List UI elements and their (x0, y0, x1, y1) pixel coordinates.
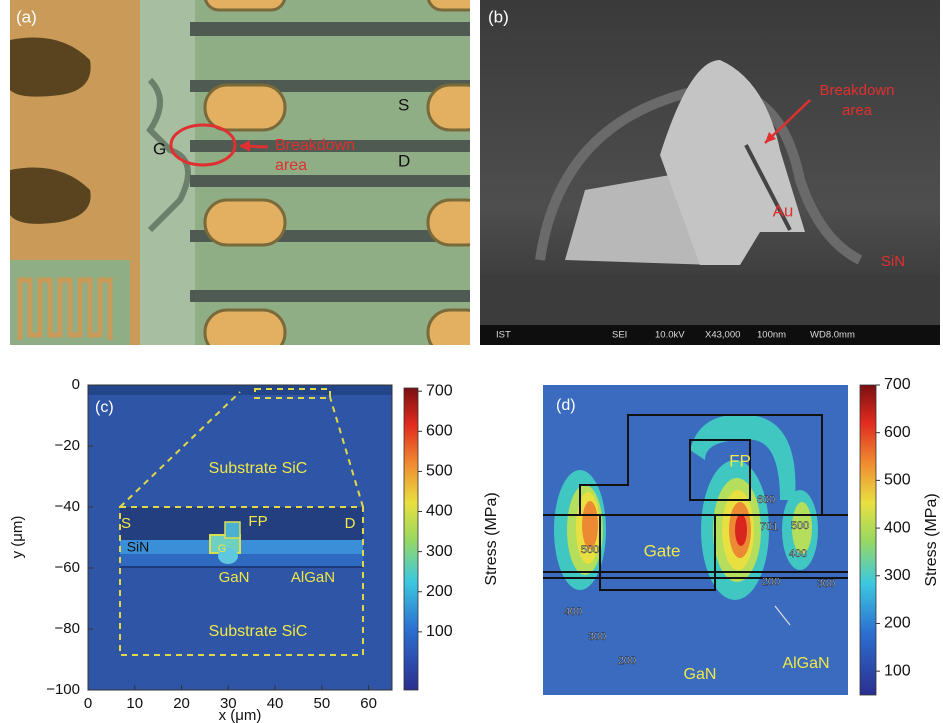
panel-label: (d) (556, 397, 576, 414)
y-axis-label: y (μm) (9, 516, 26, 559)
colorbar-tick-label: 500 (884, 472, 911, 489)
region-label: AlGaN (782, 655, 829, 672)
contour-label: 400 (789, 548, 807, 560)
colorbar-c (404, 388, 418, 690)
sem-footer: 10.0kV (655, 330, 685, 341)
gate-label: G (153, 139, 166, 158)
contour-label: 300 (588, 631, 606, 643)
y-tick-label: 0 (72, 376, 80, 393)
colorbar-tick-label: 200 (426, 583, 453, 600)
region-label: Substrate SiC (209, 623, 308, 640)
colorbar-tick-label: 400 (426, 503, 453, 520)
y-tick-label: −100 (46, 681, 80, 698)
panel-label: (c) (95, 399, 114, 416)
colorbar-tick-label: 100 (884, 662, 911, 679)
x-tick-label: 50 (314, 695, 331, 712)
contour-label: 701 (760, 521, 778, 533)
panel-b-image (480, 0, 940, 345)
panel-label: (b) (488, 7, 509, 26)
source-label: S (398, 95, 409, 114)
y-tick-label: −60 (55, 559, 80, 576)
drain-label: D (398, 151, 410, 170)
x-tick-label: 10 (126, 695, 143, 712)
sem-footer: IST (496, 330, 511, 341)
region-label: AlGaN (291, 569, 335, 586)
colorbar-tick-label: 600 (426, 423, 453, 440)
region-label: GaN (684, 666, 717, 683)
colorbar-tick-label: 500 (426, 463, 453, 480)
contour-label: 600 (757, 494, 775, 506)
colorbar-label: Stress (MPa) (923, 493, 940, 586)
region-label: Substrate SiC (209, 460, 308, 477)
contour-label: 300 (817, 578, 835, 590)
region-label: S (121, 515, 131, 532)
sem-footer: X43,000 (705, 330, 740, 341)
region-label: GaN (219, 569, 250, 586)
annotation: area (275, 157, 307, 174)
colorbar-tick-label: 300 (884, 567, 911, 584)
panel-d-map (543, 385, 848, 695)
colorbar-tick-label: 700 (884, 376, 911, 393)
annotation: Breakdown (819, 82, 894, 99)
region-label: D (345, 515, 356, 532)
contour-label: 400 (564, 606, 582, 618)
sem-footer: 100nm (757, 330, 786, 341)
y-tick-label: −80 (55, 620, 80, 637)
sem-footer: WD8.0mm (810, 330, 855, 341)
annotation: Breakdown (275, 137, 355, 154)
region-label: FP (248, 513, 267, 530)
colorbar-tick-label: 300 (426, 543, 453, 560)
panel-a-image (10, 0, 488, 355)
y-tick-label: −40 (55, 498, 80, 515)
colorbar-d (860, 385, 876, 695)
x-axis-label: x (μm) (219, 707, 262, 723)
metal-label: Au (773, 201, 794, 220)
x-tick-label: 0 (84, 695, 92, 712)
contour-label: 500 (581, 544, 599, 556)
sem-footer: SEI (612, 330, 627, 341)
contour-label: 200 (762, 576, 780, 588)
contour-label: 200 (618, 655, 636, 667)
panel-label: (a) (16, 7, 37, 26)
x-tick-label: 40 (267, 695, 284, 712)
region-label: G (218, 543, 227, 555)
y-tick-label: −20 (55, 437, 80, 454)
contour-label: 500 (791, 520, 809, 532)
colorbar-tick-label: 100 (426, 623, 453, 640)
x-tick-label: 60 (360, 695, 377, 712)
region-label: FP (729, 451, 751, 470)
panel-c-map (88, 385, 392, 690)
colorbar-tick-label: 200 (884, 615, 911, 632)
region-label: SiN (127, 539, 150, 555)
colorbar-tick-label: 400 (884, 519, 911, 536)
annotation: area (842, 102, 873, 119)
colorbar-tick-label: 600 (884, 424, 911, 441)
figure: (a) G S D Breakdown area (b) Breakdown area Au SiN… (0, 0, 943, 723)
region-label: Gate (644, 541, 681, 560)
x-tick-label: 20 (173, 695, 190, 712)
colorbar-label: Stress (MPa) (483, 492, 500, 585)
colorbar-tick-label: 700 (426, 382, 453, 399)
passivation-label: SiN (881, 253, 905, 270)
